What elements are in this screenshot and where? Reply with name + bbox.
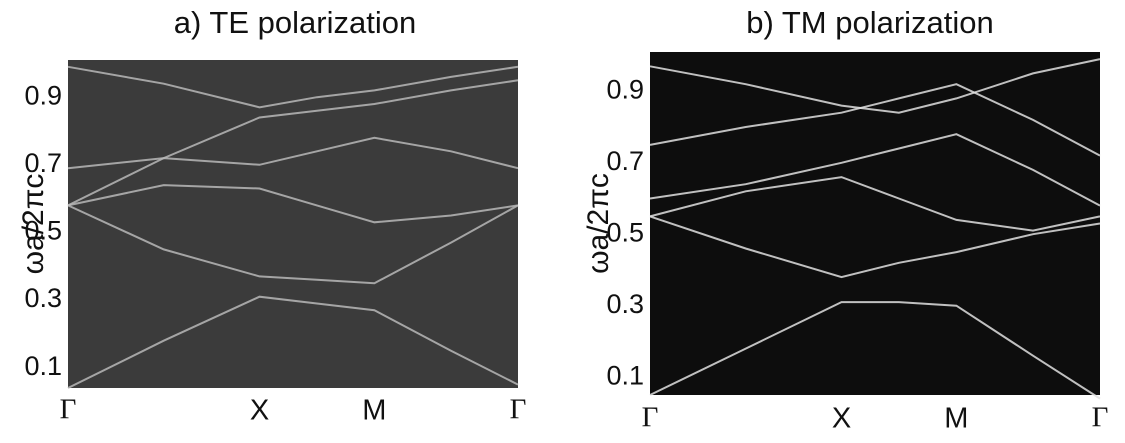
x-tick-label: Γ	[60, 394, 77, 426]
y-tick-label: 0.9	[24, 80, 62, 110]
x-tick-label: Γ	[510, 394, 527, 426]
y-tick-label: 0.9	[606, 74, 644, 104]
y-tick-label: 0.5	[24, 216, 62, 246]
y-tick-label: 0.1	[606, 360, 644, 390]
x-tick-label: Γ	[642, 402, 659, 434]
band-line	[649, 176, 1101, 232]
chart-title: b) TM polarization	[746, 5, 994, 40]
band-line	[649, 58, 1101, 114]
band-line	[67, 184, 519, 224]
plot-background	[68, 60, 518, 388]
band-line	[67, 79, 519, 207]
x-tick-label: X	[832, 403, 851, 435]
x-tick-label: M	[944, 403, 968, 435]
x-tick-label: X	[250, 395, 269, 427]
y-tick-label: 0.7	[606, 146, 644, 176]
y-tick-label: 0.3	[606, 289, 644, 319]
y-tick-label: 0.3	[24, 283, 62, 313]
band-line	[649, 133, 1101, 207]
band-line	[67, 295, 519, 389]
y-tick-label: 0.7	[24, 148, 62, 178]
x-tick-label: M	[362, 395, 386, 427]
band-line	[649, 83, 1101, 157]
y-tick-label: 0.5	[606, 217, 644, 247]
band-line	[649, 301, 1101, 400]
chart-title: a) TE polarization	[174, 5, 416, 40]
band-line	[649, 215, 1101, 279]
y-axis-label: ωa/2πc	[582, 173, 615, 274]
band-line	[67, 204, 519, 285]
x-tick-label: Γ	[1092, 402, 1109, 434]
y-tick-label: 0.1	[24, 351, 62, 381]
band-line	[67, 65, 519, 109]
y-axis-label: ωa/2πc	[17, 174, 50, 275]
